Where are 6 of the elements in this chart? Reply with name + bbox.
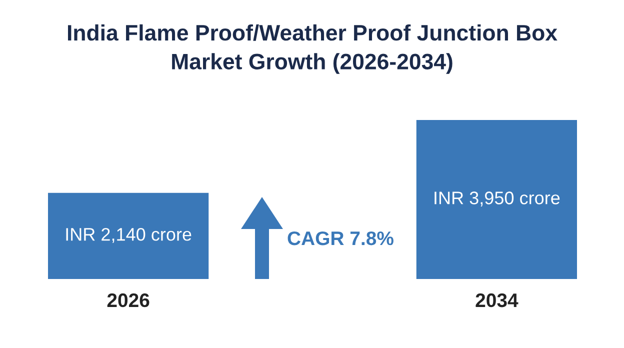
data-label: INR 2,140 crore [66,228,192,243]
x-tick-label: 2034 [476,293,518,308]
chart-title: India Flame Proof/Weather Proof Junction Box Market Growth (2026-2034) [68,24,558,74]
data-label: INR 3,950 crore [434,192,560,206]
annotation: CAGR 7.8% [288,231,394,246]
x-tick-label: 2026 [107,293,150,308]
